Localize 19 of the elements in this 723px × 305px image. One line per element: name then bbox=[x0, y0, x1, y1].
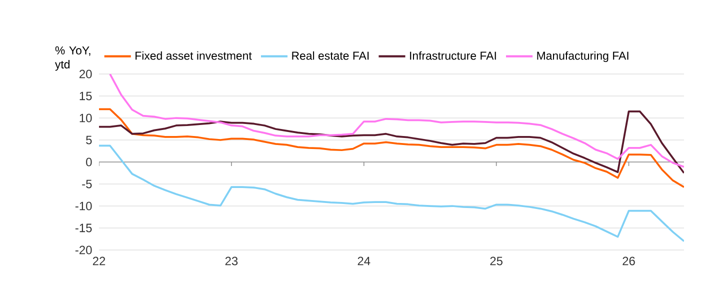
x-tick-label: 25 bbox=[490, 256, 502, 266]
y-tick-label: 15 bbox=[80, 92, 92, 100]
y-tick-label: 20 bbox=[80, 70, 92, 78]
legend-label: Manufacturing FAI bbox=[537, 51, 628, 62]
x-tick-label: 23 bbox=[225, 256, 238, 266]
y-tick-label: 5 bbox=[86, 136, 92, 144]
y-tick-label: -20 bbox=[75, 246, 92, 254]
y-tick-label: -5 bbox=[82, 180, 92, 188]
legend-label: Fixed asset investment bbox=[136, 51, 252, 60]
y-tick-label: -10 bbox=[75, 202, 92, 210]
y-tick-label: 0 bbox=[86, 158, 92, 166]
legend-label: Real estate FAI bbox=[292, 51, 369, 60]
legend-label: Infrastructure FAI bbox=[410, 51, 496, 60]
x-tick-label: 26 bbox=[622, 256, 635, 266]
y-tick-label: 10 bbox=[80, 114, 92, 122]
x-tick-label: 22 bbox=[92, 256, 106, 266]
y-axis-title: % YoY, ytd bbox=[54, 46, 90, 71]
y-tick-label: -15 bbox=[75, 224, 92, 232]
x-tick-label: 24 bbox=[358, 256, 370, 266]
